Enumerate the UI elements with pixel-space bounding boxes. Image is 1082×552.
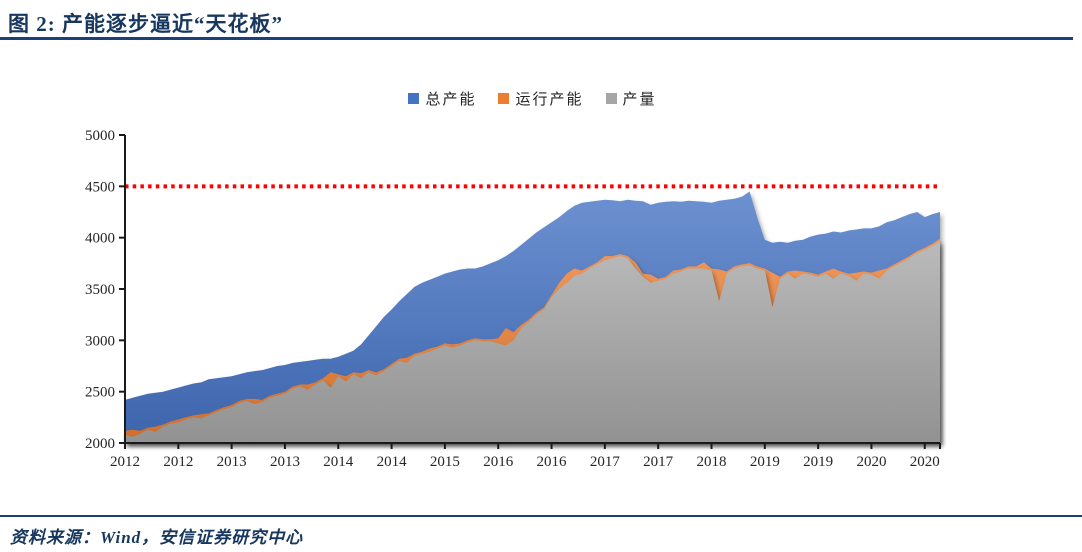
source-note: 资料来源：Wind，安信证券研究中心 <box>10 523 303 548</box>
y-axis-label: 3500 <box>85 282 115 298</box>
x-axis-label: 2012 <box>110 454 140 470</box>
x-axis-label: 2017 <box>643 454 674 470</box>
source-note-text: 资料来源：Wind，安信证券研究中心 <box>10 528 304 547</box>
area-output <box>125 241 940 443</box>
x-axis-label: 2012 <box>163 454 193 470</box>
x-axis-label: 2016 <box>537 454 568 470</box>
legend-label-output: 产量 <box>622 92 657 108</box>
source-rule <box>0 515 1082 517</box>
x-axis-label: 2015 <box>430 454 460 470</box>
x-axis-label: 2013 <box>217 454 247 470</box>
legend-swatch-operating-capacity <box>498 93 510 104</box>
legend-swatch-output <box>605 93 617 104</box>
legend-item-output: 产量 <box>605 88 657 109</box>
x-axis-label: 2019 <box>750 454 780 470</box>
y-axis-label: 2500 <box>85 385 115 401</box>
x-axis-label: 2020 <box>856 454 886 470</box>
legend-label-operating-capacity: 运行产能 <box>515 92 584 108</box>
x-axis-label: 2018 <box>696 454 726 470</box>
capacity-area-chart: 2000 2500 3000 3500 4000 4500 5000 2012 2012 2013… <box>85 128 941 470</box>
y-axis-label: 3000 <box>85 333 115 349</box>
x-axis-label: 2016 <box>483 454 514 470</box>
y-axis-label: 4500 <box>85 179 115 195</box>
legend-swatch-total-capacity <box>408 93 420 104</box>
legend-item-total-capacity: 总产能 <box>408 88 476 109</box>
chart-legend: 总产能 运行产能 产量 <box>125 88 940 109</box>
x-axis-label: 2019 <box>803 454 833 470</box>
figure-title: 图 2: 产能逐步逼近“天花板” <box>8 8 283 38</box>
y-axis-label: 2000 <box>85 436 115 452</box>
x-axis-label: 2013 <box>270 454 300 470</box>
chart-area: 2000 2500 3000 3500 4000 4500 5000 2012 2012 2013… <box>0 42 1082 502</box>
y-axis-label: 4000 <box>85 231 115 247</box>
x-axis-label: 2014 <box>323 454 354 470</box>
figure-title-text: 图 2: 产能逐步逼近“天花板” <box>8 12 283 36</box>
y-axis-label: 5000 <box>85 128 115 144</box>
title-rule <box>0 37 1073 40</box>
x-axis-label: 2017 <box>590 454 621 470</box>
legend-item-operating-capacity: 运行产能 <box>498 88 583 109</box>
legend-label-total-capacity: 总产能 <box>425 92 477 108</box>
x-axis-label: 2014 <box>377 454 408 470</box>
x-axis-label: 2020 <box>910 454 940 470</box>
